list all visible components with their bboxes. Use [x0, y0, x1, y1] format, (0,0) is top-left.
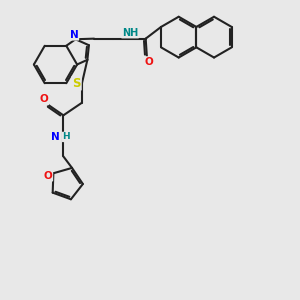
Text: S: S: [72, 77, 81, 90]
Text: H: H: [63, 132, 70, 141]
Text: N: N: [70, 30, 78, 40]
Text: O: O: [44, 171, 52, 181]
Text: N: N: [51, 132, 59, 142]
Text: O: O: [40, 94, 48, 104]
Text: O: O: [144, 57, 153, 67]
Text: NH: NH: [122, 28, 138, 38]
